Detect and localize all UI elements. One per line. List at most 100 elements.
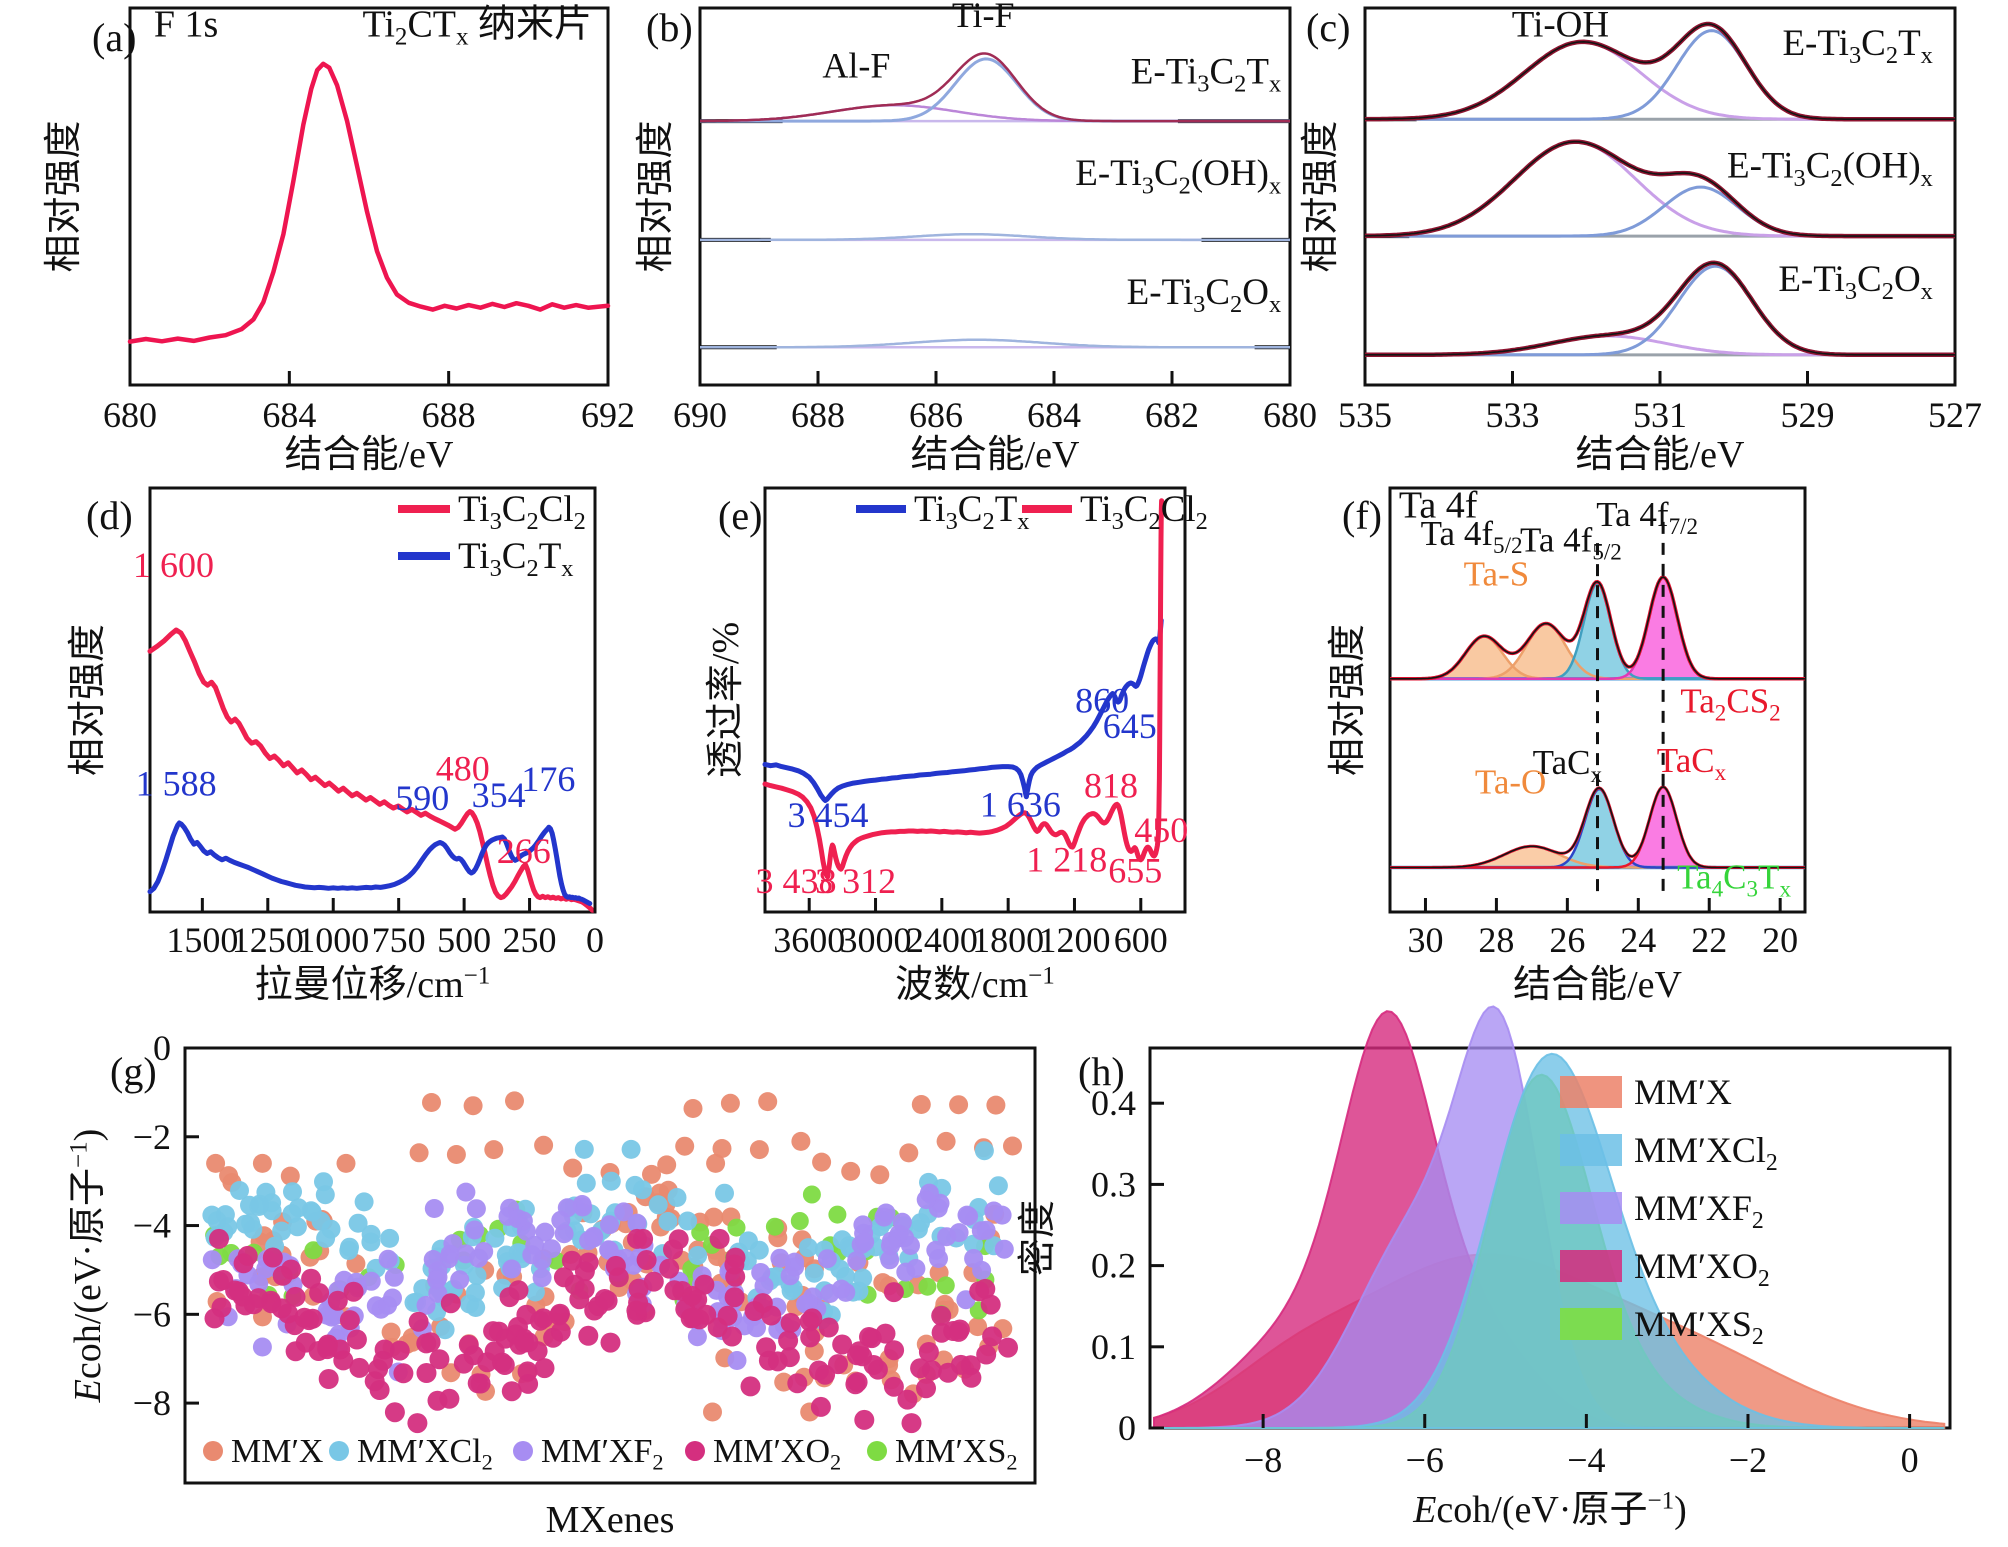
data-point <box>554 1224 574 1244</box>
data-point <box>361 1224 381 1244</box>
x-tick-label: 500 <box>437 920 491 960</box>
data-point <box>687 1327 707 1347</box>
data-point <box>467 1266 487 1286</box>
x-tick-label: 2400 <box>906 920 978 960</box>
data-point <box>465 1220 485 1240</box>
data-point <box>505 1091 524 1111</box>
data-point <box>911 1213 930 1233</box>
data-point <box>758 1092 778 1112</box>
data-point <box>563 1158 583 1178</box>
data-point <box>974 1141 994 1161</box>
data-point <box>870 1165 890 1185</box>
annotation: 176 <box>521 759 575 799</box>
x-tick-label: 250 <box>503 920 557 960</box>
x-tick-label: 1200 <box>1038 920 1110 960</box>
data-point <box>883 1376 904 1397</box>
panel-a: 680 684 688 692 结合能/eV 相对强度 F 1s Ti2CTx 纳米片 <box>43 3 635 476</box>
legend-rect-swatch <box>1560 1192 1622 1224</box>
data-point <box>683 1099 703 1118</box>
data-point <box>542 1239 561 1259</box>
data-point <box>949 1319 970 1340</box>
data-point <box>508 1316 528 1337</box>
data-point <box>980 1294 1001 1315</box>
data-point <box>918 1277 937 1296</box>
data-point <box>828 1354 848 1375</box>
curve-F1s-curve <box>127 61 611 344</box>
data-point <box>219 1166 239 1186</box>
data-point <box>854 1409 875 1430</box>
x-tick-label: 0 <box>586 920 604 960</box>
data-point <box>761 1305 782 1326</box>
annotation: 354 <box>472 775 526 815</box>
data-point <box>349 1357 370 1378</box>
data-point <box>202 1250 222 1270</box>
legend-label: MM′X <box>1634 1072 1732 1112</box>
y-axis-label: 相对强度 <box>67 624 109 776</box>
data-point <box>204 1308 225 1329</box>
annotation: 450 <box>1134 810 1188 850</box>
xps-envelope-0 <box>700 52 1290 123</box>
data-point <box>407 1413 428 1434</box>
x-tick-label: 529 <box>1781 395 1835 435</box>
x-tick-label: 1800 <box>972 920 1044 960</box>
data-point <box>299 1310 319 1331</box>
data-point <box>667 1188 687 1207</box>
legend-label: MM′XS2 <box>1634 1304 1764 1350</box>
y-axis-label: 相对强度 <box>1300 120 1342 272</box>
xps-comp-2-0 <box>700 338 1290 349</box>
data-point <box>285 1286 306 1307</box>
data-point <box>374 1339 395 1360</box>
data-point <box>339 1241 359 1260</box>
data-point <box>810 1396 831 1417</box>
legend-dot-swatch <box>867 1441 887 1461</box>
data-point <box>450 1270 470 1290</box>
legend-label: Ti3C2Tx <box>914 489 1030 535</box>
annotation: E-Ti3C2Tx <box>1782 23 1932 69</box>
data-point <box>317 1339 338 1360</box>
data-point <box>378 1249 398 1269</box>
data-point <box>316 1228 336 1248</box>
data-point <box>530 1310 550 1331</box>
panel-b: 690 688 686 684 682 680 结合能/eV 相对强度 Ti-F Al-F E-Ti… <box>635 0 1317 476</box>
data-point <box>252 1337 272 1357</box>
curve-Ti3C2Cl2-raman <box>147 627 595 913</box>
data-point <box>409 1143 429 1163</box>
data-point <box>648 1195 668 1215</box>
x-tick-label: 527 <box>1928 395 1982 435</box>
data-point <box>938 1362 959 1383</box>
x-tick-label: 1250 <box>232 920 304 960</box>
panel-letter-e: (e) <box>718 493 763 538</box>
data-point <box>717 1305 738 1326</box>
x-tick-label: 1000 <box>297 920 369 960</box>
data-point <box>534 1358 555 1379</box>
data-point <box>892 1212 912 1232</box>
data-point <box>304 1241 323 1260</box>
x-tick-label: 0 <box>1901 1440 1919 1480</box>
annotation: TaCx <box>1657 741 1727 785</box>
legend-label: Ti3C2Cl2 <box>1080 489 1208 535</box>
xps-rawdata-1 <box>1364 140 1955 237</box>
data-point <box>280 1166 300 1186</box>
data-point <box>800 1327 821 1348</box>
plot-frame <box>1363 6 1957 387</box>
data-point <box>883 1282 904 1303</box>
annotation: E-Ti3C2Ox <box>1127 272 1282 318</box>
data-point <box>339 1310 360 1331</box>
x-tick-label: 531 <box>1633 395 1687 435</box>
data-point <box>508 1209 528 1229</box>
data-point <box>346 1329 367 1350</box>
data-point <box>994 1239 1014 1259</box>
data-point <box>446 1145 466 1164</box>
data-point <box>849 1341 870 1362</box>
plot-frame <box>148 486 597 914</box>
plot-frame <box>763 486 1187 914</box>
data-point <box>901 1413 922 1434</box>
panel-letter-a: (a) <box>92 15 137 60</box>
x-tick-label: 28 <box>1478 920 1514 960</box>
data-point <box>574 1139 594 1159</box>
legend-label: MM′XO2 <box>1634 1246 1770 1292</box>
